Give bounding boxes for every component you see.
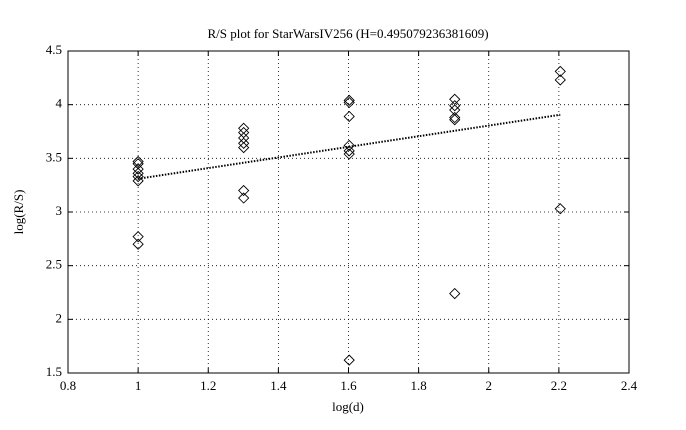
point [449, 287, 461, 300]
point [554, 65, 566, 78]
y-tick-label: 4 [56, 96, 63, 111]
point [132, 170, 144, 183]
y-tick-label: 1.5 [46, 364, 62, 379]
point [449, 111, 461, 124]
point [343, 110, 355, 123]
point [238, 137, 250, 149]
y-tick-label: 4.5 [46, 42, 62, 57]
point [343, 139, 355, 152]
x-tick-label: 2.4 [621, 378, 638, 393]
point [343, 94, 355, 107]
point [132, 231, 144, 243]
y-axis-label: log(R/S) [11, 190, 26, 235]
x-tick-label: 1.8 [411, 378, 427, 393]
point [132, 238, 144, 250]
x-axis-label: log(d) [332, 399, 364, 414]
plot-frame [67, 50, 630, 374]
point [343, 148, 355, 160]
point [554, 74, 566, 86]
x-tick-label: 0.8 [60, 378, 76, 393]
x-tick-label: 1 [135, 378, 142, 393]
point [343, 96, 355, 109]
chart-title: R/S plot for StarWarsIV256 (H=0.49507923… [207, 26, 488, 41]
x-tick-label: 2 [486, 378, 493, 393]
point [449, 114, 461, 126]
point [238, 184, 250, 197]
point [554, 203, 566, 215]
point [449, 93, 461, 105]
y-tick-label: 2.5 [46, 257, 62, 272]
point [449, 100, 461, 112]
y-tick-label: 3.5 [46, 149, 62, 164]
fit-line [137, 113, 561, 180]
point [132, 155, 144, 168]
point [343, 145, 355, 157]
point [343, 354, 355, 366]
y-tick-label: 3 [56, 203, 63, 218]
point [238, 126, 250, 139]
x-tick-label: 1.4 [270, 378, 287, 393]
x-tick-label: 1.2 [200, 378, 216, 393]
point [238, 192, 250, 204]
point [238, 141, 250, 154]
x-tick-label: 2.2 [551, 378, 567, 393]
point [132, 163, 144, 175]
x-tick-label: 1.6 [340, 378, 357, 393]
y-tick-label: 2 [56, 310, 63, 325]
